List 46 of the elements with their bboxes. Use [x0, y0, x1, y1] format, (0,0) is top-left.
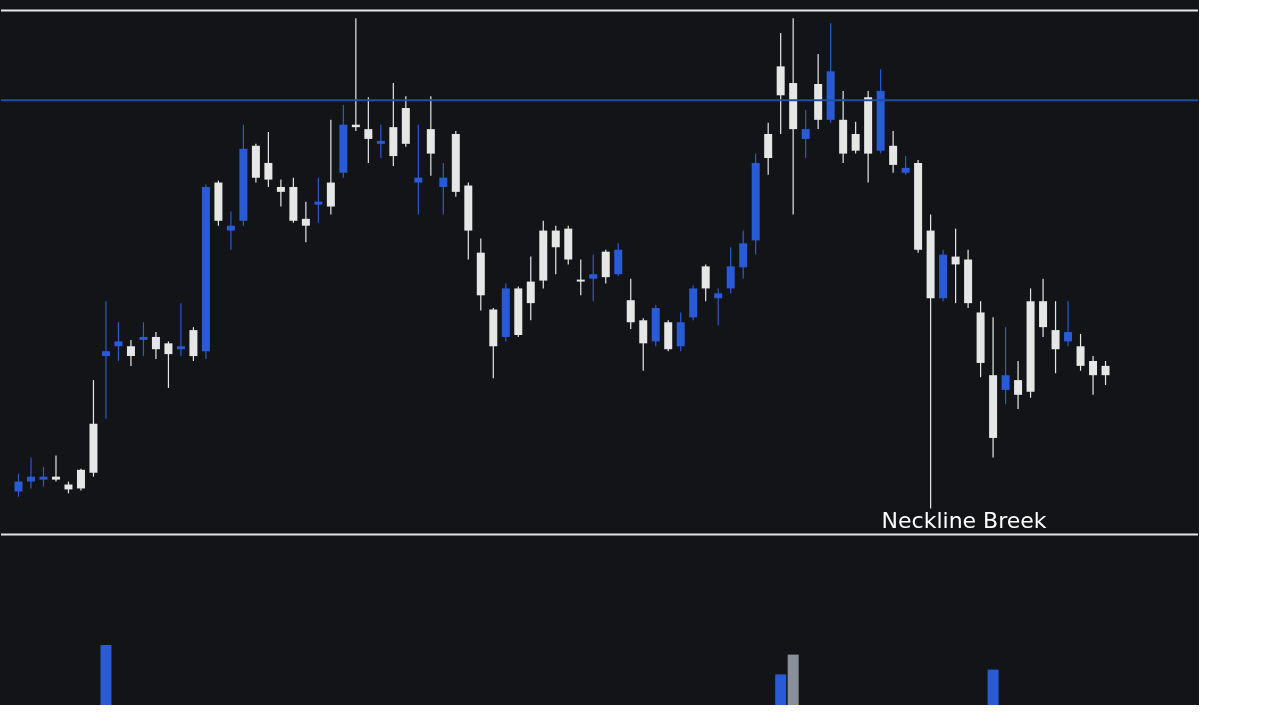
candlestick: [851, 121, 860, 155]
candlestick: [276, 179, 285, 208]
candlestick: [226, 210, 235, 251]
candlestick: [301, 201, 310, 243]
candlestick: [176, 302, 185, 357]
candlestick: [526, 255, 535, 321]
ref-line-label: Neckline Breek: [881, 507, 1047, 533]
candlestick: [101, 300, 110, 420]
candlestick: [1064, 300, 1073, 347]
candlestick: [889, 130, 898, 174]
bar: [787, 654, 799, 705]
candlestick: [1014, 360, 1023, 410]
candlestick: [714, 287, 723, 326]
candlestick: [901, 155, 910, 176]
candlestick: [114, 321, 123, 362]
candlestick: [1001, 326, 1010, 405]
candlestick: [139, 321, 148, 357]
candlestick: [639, 317, 648, 372]
candlestick: [726, 246, 735, 294]
candlestick: [314, 177, 323, 224]
candlestick: [26, 456, 35, 490]
candlestick: [1101, 360, 1110, 386]
candlestick: [1051, 300, 1060, 374]
candlestick: [439, 162, 448, 216]
candlestick: [264, 131, 273, 188]
candlestick: [589, 254, 598, 302]
candlestick: [51, 454, 60, 483]
bar: [100, 645, 112, 705]
candlestick: [39, 466, 48, 488]
candlestick: [164, 340, 173, 389]
candlestick: [14, 473, 23, 498]
candlestick: [551, 225, 560, 275]
bar: [987, 669, 999, 705]
candlestick: [626, 278, 635, 330]
candlestick: [151, 331, 160, 360]
candlestick: [1089, 355, 1098, 396]
candlestick: [414, 124, 423, 216]
candlestick: [1076, 333, 1085, 372]
candlestick: [801, 109, 810, 159]
candlestick: [701, 263, 710, 302]
candlestick: [376, 124, 385, 159]
candlestick: [364, 96, 373, 164]
bar: [775, 674, 787, 705]
candlestick: [76, 468, 85, 491]
candlestick: [126, 339, 135, 367]
candlestick: [576, 258, 585, 296]
